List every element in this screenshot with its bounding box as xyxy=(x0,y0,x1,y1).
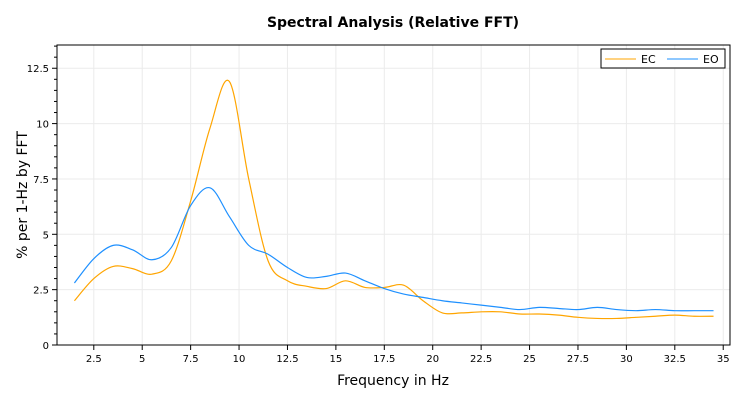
x-tick-label: 5 xyxy=(139,354,145,365)
x-tick-label: 17.5 xyxy=(373,354,395,365)
legend: EC EO xyxy=(601,49,725,68)
series-line-eo xyxy=(74,188,713,311)
legend-label-eo: EO xyxy=(703,53,719,66)
x-tick-label: 27.5 xyxy=(567,354,589,365)
y-tick-label: 10 xyxy=(36,120,49,131)
x-tick-label: 7.5 xyxy=(183,354,199,365)
y-tick-label: 12.5 xyxy=(27,64,49,75)
y-axis-label: % per 1-Hz by FFT xyxy=(15,131,31,259)
x-tick-label: 22.5 xyxy=(470,354,492,365)
x-tick-label: 12.5 xyxy=(276,354,298,365)
x-tick-label: 2.5 xyxy=(86,354,102,365)
axes: 2.5 5 7.5 10 12.5 15 17.5 20 22.5 25 27.5 30 32.5 35 0… xyxy=(27,46,730,365)
series-line-ec xyxy=(74,80,713,318)
x-tick-label: 25 xyxy=(523,354,536,365)
x-tick-label: 30 xyxy=(620,354,633,365)
y-tick-label: 0 xyxy=(43,341,49,352)
x-axis-label: Frequency in Hz xyxy=(337,373,449,389)
series-lines xyxy=(74,80,713,318)
x-tick-label: 10 xyxy=(233,354,246,365)
grid xyxy=(57,45,730,345)
y-tick-label: 2.5 xyxy=(33,286,49,297)
y-tick-label: 5 xyxy=(43,230,49,241)
x-tick-label: 20 xyxy=(426,354,439,365)
x-tick-label: 15 xyxy=(330,354,343,365)
y-tick-label: 7.5 xyxy=(33,175,49,186)
x-tick-label: 32.5 xyxy=(664,354,686,365)
x-tick-label: 35 xyxy=(717,354,730,365)
plot-frame xyxy=(57,45,730,345)
chart-title: Spectral Analysis (Relative FFT) xyxy=(267,15,519,31)
legend-label-ec: EC xyxy=(641,53,656,66)
